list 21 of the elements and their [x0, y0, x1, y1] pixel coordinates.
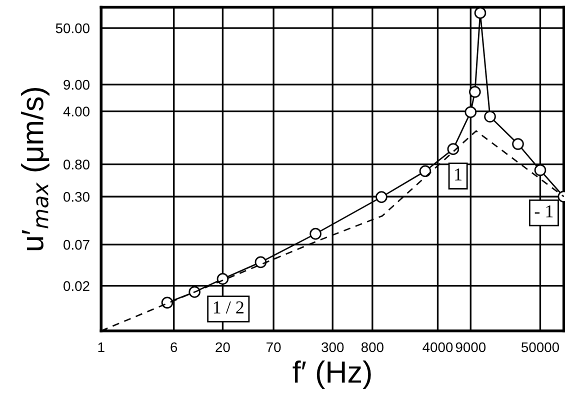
y-tick-label: 50.00 [56, 23, 90, 34]
y-tick-label: 0.07 [64, 240, 90, 250]
y-tick-label: 4.00 [63, 106, 90, 116]
x-tick-label: 20 [216, 342, 230, 352]
annotation: 1 [455, 168, 462, 180]
annotation: - 1 [534, 205, 553, 218]
x-tick-label: 4000 [422, 342, 453, 352]
y-axis-title: u′$_{max}$ (μm/s) [20, 88, 50, 250]
y-tick-label: 9.00 [64, 80, 90, 90]
annotation: 1 / 2 [214, 301, 244, 314]
y-tick-label: 0.02 [64, 281, 90, 292]
x-tick-label: 800 [361, 342, 384, 352]
x-tick-label: 1 [98, 342, 104, 352]
y-tick-label: 0.30 [64, 192, 90, 202]
x-axis-title: f′ (Hz) [292, 360, 371, 389]
x-tick-label: 50000 [521, 342, 560, 352]
y-tick-label: 0.80 [64, 160, 90, 170]
x-tick-label: 70 [266, 342, 281, 352]
x-tick-label: 9000 [456, 342, 486, 352]
x-tick-label: 300 [322, 342, 344, 352]
x-tick-label: 6 [170, 342, 178, 352]
